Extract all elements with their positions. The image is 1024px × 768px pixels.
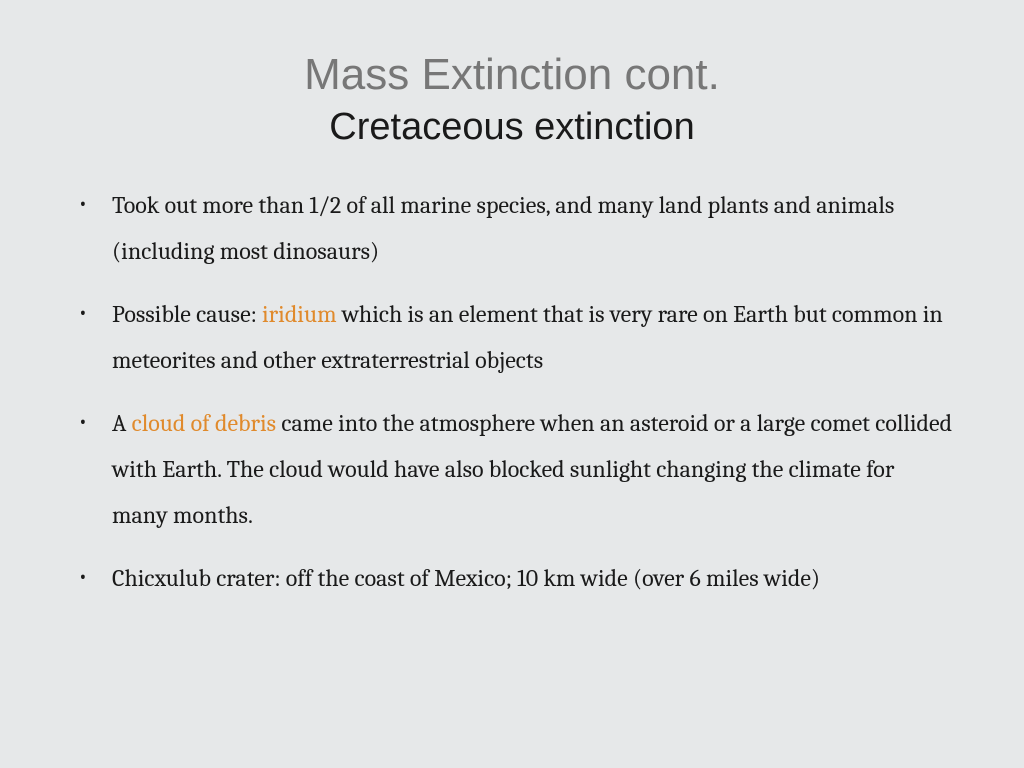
- body-text: A: [112, 409, 132, 437]
- body-text: Possible cause:: [112, 300, 262, 328]
- bullet-list: Took out more than 1/2 of all marine spe…: [70, 183, 954, 602]
- highlight-text: cloud of debris: [132, 409, 276, 437]
- bullet-item: A cloud of debris came into the atmosphe…: [70, 401, 954, 538]
- highlight-text: iridium: [262, 300, 337, 328]
- bullet-item: Chicxulub crater: off the coast of Mexic…: [70, 556, 954, 602]
- slide-title: Mass Extinction cont.: [70, 50, 954, 100]
- bullet-item: Took out more than 1/2 of all marine spe…: [70, 183, 954, 274]
- slide-subtitle: Cretaceous extinction: [70, 106, 954, 149]
- body-text: Chicxulub crater: off the coast of Mexic…: [112, 564, 820, 592]
- body-text: Took out more than 1/2 of all marine spe…: [112, 191, 894, 265]
- bullet-item: Possible cause: iridium which is an elem…: [70, 292, 954, 383]
